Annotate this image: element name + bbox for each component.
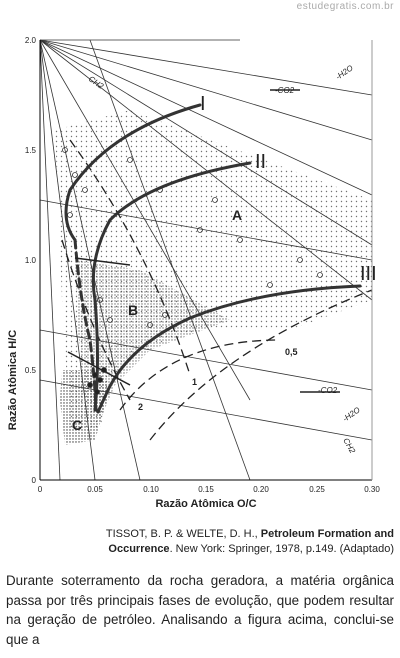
tick-labels: 0 0.05 0.10 0.15 0.20 0.25 0.30 0 0.5 1.…: [25, 36, 380, 494]
y-axis-title: Razão Atômica H/C: [7, 330, 19, 431]
curve-label: II: [255, 151, 266, 173]
y-tick-label: 0.5: [25, 366, 37, 375]
vector-label: -H2O: [341, 405, 362, 423]
isoline-labels: 1 2 0,5: [138, 347, 298, 412]
y-tick-label: 1.0: [25, 256, 37, 265]
caption: TISSOT, B. P. & WELTE, D. H., Petroleum …: [40, 527, 394, 557]
vector-label: CH2: [87, 74, 106, 91]
caption-rest: . New York: Springer, 1978, p.149. (Adap…: [169, 543, 394, 555]
curve-labels: I II III: [200, 93, 377, 285]
zone-label: C: [72, 417, 82, 433]
caption-authors: TISSOT, B. P. & WELTE, D. H.,: [105, 528, 258, 540]
x-tick-label: 0.05: [87, 485, 103, 494]
curve-label: III: [360, 263, 377, 285]
x-tick-label: 0.10: [143, 485, 159, 494]
caption-title: Petroleum Formation and Occurrence: [108, 528, 394, 555]
zone-labels: A B C: [72, 207, 242, 433]
axes: [39, 40, 373, 481]
evolution-curves: [64, 103, 362, 414]
y-tick-label: 0: [32, 476, 37, 485]
x-tick-label: 0: [38, 485, 43, 494]
x-tick-label: 0.20: [253, 485, 269, 494]
x-tick-label: 0.30: [364, 485, 380, 494]
vector-label: -CO2: [275, 86, 295, 95]
vector-label: CH2: [341, 437, 357, 456]
isoline-label: 2: [138, 402, 143, 412]
figure: 0 0.05 0.10 0.15 0.20 0.25 0.30 0 0.5 1.…: [7, 36, 380, 510]
x-tick-label: 0.25: [309, 485, 325, 494]
zone-label: A: [232, 207, 242, 223]
body-text: Durante soterramento da rocha geradora, …: [6, 573, 394, 647]
isoline-label: 0,5: [285, 347, 298, 357]
vector-label: -CO2: [318, 386, 338, 395]
vector-label: -H2O: [334, 63, 355, 81]
x-axis-title: Razão Atômica O/C: [155, 498, 256, 510]
isoline-label: 1: [192, 377, 197, 387]
x-tick-label: 0.15: [198, 485, 214, 494]
curve-label: I: [200, 93, 206, 115]
watermark: estudegratis.com.br: [296, 1, 394, 12]
rays: [39, 39, 373, 481]
zone-label: B: [128, 302, 138, 318]
y-tick-label: 2.0: [25, 36, 37, 45]
y-tick-label: 1.5: [25, 146, 37, 155]
isolines: [61, 139, 373, 441]
arrows: [67, 89, 340, 393]
